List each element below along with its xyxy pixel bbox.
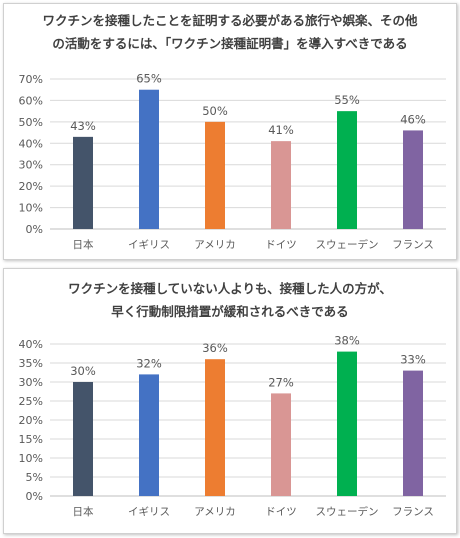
y-tick-label: 60%: [19, 94, 43, 107]
y-tick-label: 10%: [19, 202, 43, 215]
y-tick-label: 15%: [19, 433, 43, 446]
data-label: 30%: [70, 364, 96, 378]
chart-2-plot: 0% 5% 10% 15% 20% 25% 30% 35% 40% 30% 日本 32% イギリス 36%…: [19, 334, 446, 518]
bar-1: [73, 136, 93, 229]
y-tick-label: 35%: [19, 357, 43, 370]
category-label: アメリカ: [194, 506, 235, 518]
category-label: アメリカ: [194, 239, 235, 251]
chart-1-plot: 0% 10% 20% 30% 40% 50% 60% 70% 43% 日本 65% イギリス 50% アメ…: [19, 72, 446, 251]
y-tick-label: 30%: [19, 159, 43, 172]
category-label: フランス: [392, 239, 434, 251]
data-label: 43%: [70, 119, 96, 133]
y-tick-label: 20%: [19, 180, 43, 193]
category-label: スウェーデン: [316, 238, 379, 251]
data-label: 46%: [400, 112, 426, 126]
y-tick-label: 0%: [26, 490, 43, 503]
y-tick-label: 40%: [19, 338, 43, 351]
bar-5: [337, 351, 357, 496]
data-label: 50%: [202, 104, 228, 118]
y-tick-label: 0%: [26, 223, 43, 236]
y-tick-label: 50%: [19, 116, 43, 129]
category-label: ドイツ: [265, 506, 297, 518]
data-label: 41%: [268, 123, 294, 137]
bar-5: [337, 111, 357, 229]
data-label: 32%: [136, 356, 162, 370]
y-tick-label: 40%: [19, 137, 43, 150]
chart-1-title-line-1: ワクチンを接種したことを証明する必要がある旅行や娯楽、その他: [42, 13, 418, 28]
bar-2: [139, 89, 159, 229]
chart-1-title-line-2: の活動をするには、「ワクチン接種証明書」を導入すべきである: [52, 36, 408, 51]
category-label: イギリス: [128, 239, 170, 251]
data-label: 55%: [334, 93, 360, 107]
category-label: 日本: [73, 505, 94, 518]
data-label: 33%: [400, 353, 426, 367]
data-label: 27%: [268, 375, 294, 389]
category-label: スウェーデン: [316, 505, 379, 518]
bar-6: [403, 130, 423, 229]
chart-2-title-line-2: 早く行動制限措置が緩和されるべきである: [111, 304, 349, 319]
y-tick-label: 30%: [19, 376, 43, 389]
y-tick-label: 25%: [19, 395, 43, 408]
y-tick-label: 10%: [19, 452, 43, 465]
y-tick-label: 20%: [19, 414, 43, 427]
chart-2-title-line-1: ワクチンを接種していない人よりも、接種した人の方が、: [68, 281, 392, 296]
data-label: 65%: [136, 72, 162, 86]
y-tick-label: 5%: [26, 471, 43, 484]
data-label: 36%: [202, 341, 228, 355]
bar-4: [271, 393, 291, 496]
bar-1: [73, 382, 93, 496]
y-tick-label: 70%: [19, 73, 43, 86]
chart-panel-2: ワクチンを接種していない人よりも、接種した人の方が、 早く行動制限措置が緩和され…: [3, 268, 457, 534]
category-label: 日本: [73, 238, 94, 251]
chart-panel-1: ワクチンを接種したことを証明する必要がある旅行や娯楽、その他 の活動をするには、…: [3, 3, 457, 260]
bar-3: [205, 359, 225, 496]
category-label: フランス: [392, 506, 434, 518]
category-label: イギリス: [128, 506, 170, 518]
bar-3: [205, 121, 225, 229]
data-label: 38%: [334, 334, 360, 348]
bar-4: [271, 141, 291, 229]
bar-6: [403, 370, 423, 496]
category-label: ドイツ: [265, 239, 297, 251]
bar-2: [139, 374, 159, 496]
